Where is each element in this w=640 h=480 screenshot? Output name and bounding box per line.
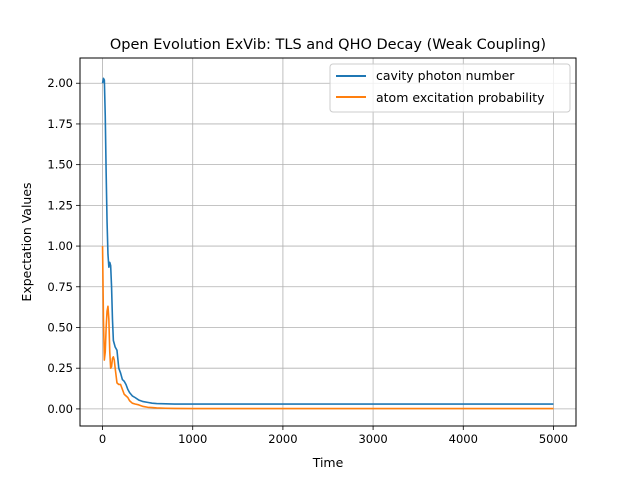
series-line-atom-excitation-probability — [101, 246, 554, 410]
chart-title: Open Evolution ExVib: TLS and QHO Decay … — [110, 37, 546, 53]
x-tick-label: 0 — [99, 432, 106, 446]
plot-series — [101, 77, 554, 410]
x-axis-label: Time — [312, 455, 344, 470]
y-tick-label: 2.00 — [47, 76, 73, 90]
x-tick-label: 5000 — [539, 432, 568, 446]
legend-label-atom: atom excitation probability — [376, 90, 545, 105]
x-tick-label: 4000 — [449, 432, 478, 446]
x-tick-label: 2000 — [268, 432, 297, 446]
plot-area-frame — [79, 57, 577, 427]
legend-label-cavity: cavity photon number — [376, 68, 515, 83]
grid-lines — [80, 58, 576, 426]
y-tick-label: 1.50 — [47, 158, 73, 172]
y-tick-label: 0.50 — [47, 320, 73, 334]
legend-frame — [329, 63, 571, 113]
x-tick-label: 1000 — [178, 432, 207, 446]
y-tick-label: 1.25 — [47, 198, 73, 212]
x-tick-label: 3000 — [358, 432, 387, 446]
y-axis-label: Expectation Values — [19, 182, 34, 301]
y-tick-label: 1.75 — [47, 117, 73, 131]
y-tick-label: 0.75 — [47, 280, 73, 294]
y-tick-label: 0.00 — [47, 402, 73, 416]
y-tick-label: 1.00 — [47, 239, 73, 253]
legend: cavity photon number atom excitation pro… — [329, 63, 571, 113]
axis-ticks: 0 1000 2000 3000 4000 5000 0.00 0.25 0.50 0.75 1.0… — [47, 76, 568, 446]
y-tick-label: 0.25 — [47, 361, 73, 375]
series-line-cavity-photon-number — [101, 77, 554, 405]
